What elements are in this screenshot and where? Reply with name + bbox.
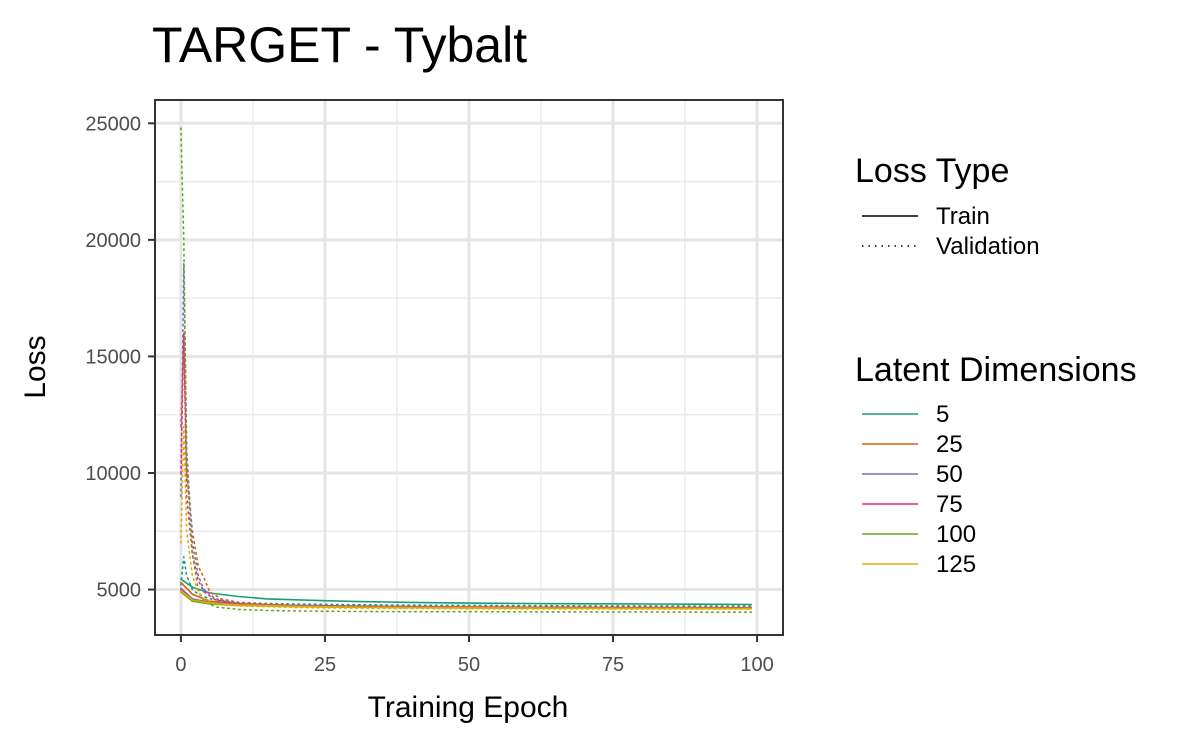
legend-label-validation: Validation <box>936 233 1040 260</box>
legend-loss-type-title: Loss Type <box>855 152 1009 190</box>
series-line-5-train <box>180 578 753 606</box>
chart-title: TARGET - Tybalt <box>152 17 527 73</box>
x-tick-label: 0 <box>175 654 186 676</box>
series-line-125-validation <box>180 425 753 610</box>
legend-label-latent-100: 100 <box>936 521 976 548</box>
x-tick-label: 75 <box>602 654 624 676</box>
plot-area: 0 25 50 75 100 5000 10000 15000 20000 25000 <box>85 99 784 676</box>
x-tick-label: 25 <box>314 654 336 676</box>
series-line-125-train <box>180 589 753 610</box>
y-tick-label: 25000 <box>85 113 141 135</box>
legend-label-latent-5: 5 <box>936 401 949 428</box>
legend-loss-type: Loss Type Train Validation <box>855 152 1040 260</box>
legend-label-train: Train <box>936 203 990 230</box>
legend-label-latent-125: 125 <box>936 551 976 578</box>
y-tick-label: 5000 <box>97 580 142 602</box>
x-axis-title: Training Epoch <box>368 691 569 724</box>
y-tick-label: 20000 <box>85 230 141 252</box>
y-axis-title: Loss <box>19 335 52 398</box>
y-tick-label: 10000 <box>85 463 141 485</box>
legend-label-latent-25: 25 <box>936 431 963 458</box>
legend-label-latent-75: 75 <box>936 491 963 518</box>
y-tick-label: 15000 <box>85 346 141 368</box>
legend-latent-dimensions: Latent Dimensions 5 25 50 75 100 125 <box>855 351 1137 578</box>
x-tick-label: 50 <box>458 654 480 676</box>
legend-label-latent-50: 50 <box>936 461 963 488</box>
legend-latent-title: Latent Dimensions <box>855 351 1137 389</box>
series-line-5-validation <box>180 556 753 607</box>
x-tick-label: 100 <box>740 654 773 676</box>
